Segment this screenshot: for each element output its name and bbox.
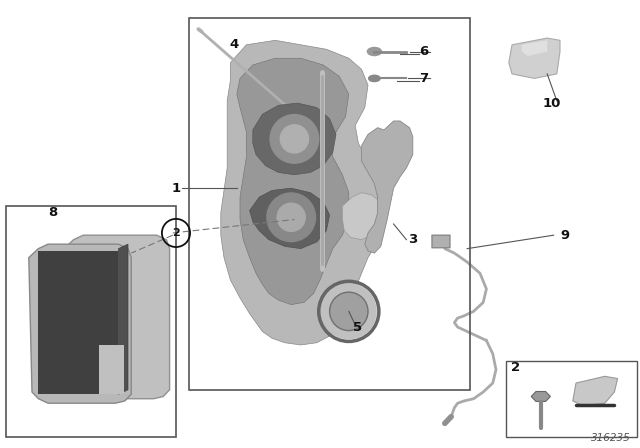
Polygon shape [237, 58, 349, 305]
Polygon shape [362, 121, 413, 253]
Circle shape [330, 292, 368, 331]
Polygon shape [522, 40, 547, 56]
Text: 5: 5 [353, 320, 362, 334]
Polygon shape [342, 193, 384, 240]
Text: 2: 2 [172, 228, 180, 238]
Polygon shape [118, 244, 128, 394]
Text: 6: 6 [419, 45, 428, 58]
Polygon shape [64, 235, 170, 399]
Text: 3: 3 [408, 233, 417, 246]
Circle shape [267, 193, 316, 241]
Circle shape [280, 125, 308, 153]
Bar [99, 345, 124, 394]
Polygon shape [221, 40, 384, 345]
FancyBboxPatch shape [432, 235, 450, 248]
Ellipse shape [367, 47, 381, 56]
Polygon shape [29, 244, 131, 403]
Polygon shape [253, 103, 336, 175]
Text: 8: 8 [48, 206, 57, 220]
Text: 1: 1 [172, 181, 180, 195]
Polygon shape [509, 38, 560, 78]
Polygon shape [573, 376, 618, 405]
Bar [506, 361, 637, 437]
Circle shape [277, 203, 305, 231]
Polygon shape [531, 392, 550, 401]
Bar [38, 251, 118, 394]
Text: 9: 9 [560, 228, 569, 242]
Bar [189, 18, 470, 390]
Text: 316235: 316235 [591, 433, 630, 443]
Circle shape [321, 283, 377, 340]
Ellipse shape [369, 75, 380, 82]
Text: 7: 7 [419, 72, 428, 85]
Text: 4: 4 [229, 38, 238, 52]
Text: 2: 2 [511, 361, 520, 374]
Text: 10: 10 [543, 96, 561, 110]
Circle shape [270, 115, 319, 163]
Bar [6, 206, 176, 437]
Polygon shape [250, 188, 330, 249]
